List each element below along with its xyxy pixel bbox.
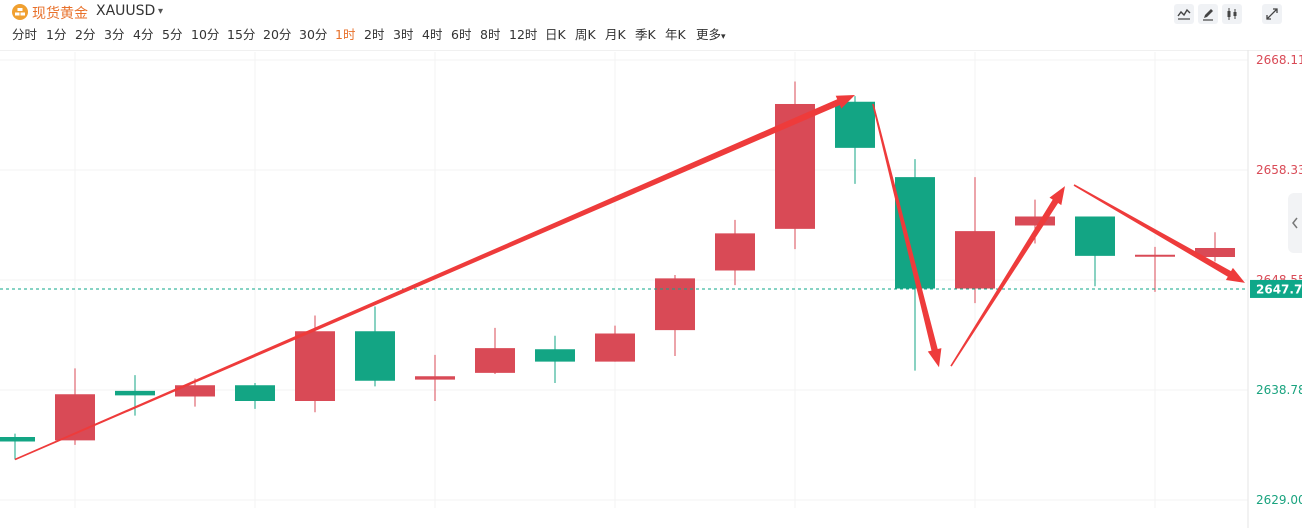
candle[interactable]	[1195, 232, 1235, 262]
period-fen-shi[interactable]: 分时	[12, 27, 38, 42]
candle-body	[1075, 216, 1115, 256]
y-tick-label: 2658.33	[1256, 163, 1302, 177]
period-quarter[interactable]: 季K	[635, 27, 656, 42]
draw-button[interactable]	[1198, 4, 1218, 24]
trend-arrow	[1073, 184, 1245, 283]
period-month[interactable]: 月K	[605, 27, 626, 42]
y-tick-label: 2629.00	[1256, 493, 1302, 507]
candle-body	[355, 331, 395, 381]
period-more-label: 更多	[696, 27, 722, 42]
last-price-tag	[1250, 279, 1302, 298]
price-axis: 2668.112658.332648.552638.782629.002647.…	[1250, 53, 1302, 507]
period-more[interactable]: 更多▾	[696, 26, 726, 46]
candle[interactable]	[295, 315, 335, 413]
candle-body	[1195, 247, 1235, 257]
trend-arrow-shape	[14, 95, 855, 461]
chevron-left-icon	[1292, 217, 1298, 229]
line-chart-icon	[1177, 8, 1191, 20]
period-8h[interactable]: 8时	[480, 27, 501, 42]
period-2m[interactable]: 2分	[75, 27, 96, 42]
trend-arrow	[950, 186, 1065, 367]
fullscreen-button[interactable]	[1262, 4, 1282, 24]
period-day[interactable]: 日K	[545, 27, 566, 42]
trend-arrow-shape	[950, 186, 1065, 367]
candle-type-button[interactable]	[1222, 4, 1242, 24]
instrument-symbol[interactable]: XAUUSD	[96, 3, 156, 19]
candle[interactable]	[355, 306, 395, 387]
candle-body	[0, 436, 35, 442]
candle-body	[295, 331, 335, 401]
candle-body	[175, 385, 215, 397]
trend-arrow	[14, 95, 855, 461]
period-1h[interactable]: 1时	[335, 27, 356, 42]
period-6h[interactable]: 6时	[451, 27, 472, 42]
period-4h[interactable]: 4时	[422, 27, 443, 42]
y-tick-label: 2638.78	[1256, 383, 1302, 397]
trend-arrow-shape	[1073, 184, 1245, 283]
candle[interactable]	[415, 354, 455, 401]
candle[interactable]	[655, 274, 695, 356]
candle[interactable]	[715, 219, 755, 286]
period-20m[interactable]: 20分	[263, 27, 292, 42]
indicator-button[interactable]	[1174, 4, 1194, 24]
collapse-panel-button[interactable]	[1288, 193, 1302, 253]
candle-body	[955, 231, 995, 289]
header-divider	[0, 50, 1302, 51]
period-3m[interactable]: 3分	[104, 27, 125, 42]
candle[interactable]	[1075, 216, 1115, 287]
expand-icon	[1266, 8, 1278, 20]
candle[interactable]	[0, 433, 35, 460]
candle-body	[115, 390, 155, 396]
period-15m[interactable]: 15分	[227, 27, 256, 42]
period-3h[interactable]: 3时	[393, 27, 414, 42]
candles	[0, 81, 1248, 460]
period-1m[interactable]: 1分	[46, 27, 67, 42]
period-2h[interactable]: 2时	[364, 27, 385, 42]
period-12h[interactable]: 12时	[509, 27, 538, 42]
candlestick-icon	[1227, 8, 1237, 20]
caret-down-icon[interactable]: ▾	[158, 6, 164, 17]
candle[interactable]	[1135, 246, 1175, 292]
candle[interactable]	[175, 378, 215, 407]
candle-body	[535, 349, 575, 362]
trend-arrow-shape	[872, 103, 942, 368]
candle[interactable]	[955, 177, 995, 304]
candle[interactable]	[835, 96, 875, 184]
candle-body	[415, 376, 455, 380]
y-tick-label: 2668.11	[1256, 53, 1302, 67]
candle-body	[475, 348, 515, 373]
last-price-label: 2647.76	[1256, 282, 1302, 296]
candle-body	[715, 233, 755, 271]
period-week[interactable]: 周K	[575, 27, 596, 42]
candle-body	[595, 333, 635, 362]
candle[interactable]	[775, 81, 815, 250]
candle[interactable]	[115, 375, 155, 416]
candle[interactable]	[235, 382, 275, 409]
trend-arrows	[14, 95, 1245, 461]
period-year[interactable]: 年K	[665, 27, 686, 42]
period-10m[interactable]: 10分	[191, 27, 220, 42]
instrument-name[interactable]: 现货黄金	[32, 6, 88, 22]
pencil-icon	[1203, 9, 1213, 21]
chart-toolbar	[1174, 4, 1302, 24]
candle[interactable]	[475, 327, 515, 374]
candle[interactable]	[535, 335, 575, 383]
candle-body	[655, 278, 695, 331]
candle-body	[1015, 216, 1055, 226]
title-bar: 现货黄金 XAUUSD ▾	[0, 0, 1302, 24]
trend-arrow	[872, 103, 942, 368]
gold-bars-icon	[12, 4, 28, 20]
caret-down-icon: ▾	[721, 32, 726, 42]
period-4m[interactable]: 4分	[133, 27, 154, 42]
period-5m[interactable]: 5分	[162, 27, 183, 42]
period-30m[interactable]: 30分	[299, 27, 328, 42]
candle-body	[235, 385, 275, 401]
candle-body	[835, 101, 875, 148]
candle[interactable]	[595, 325, 635, 362]
candle-body	[1135, 254, 1175, 257]
